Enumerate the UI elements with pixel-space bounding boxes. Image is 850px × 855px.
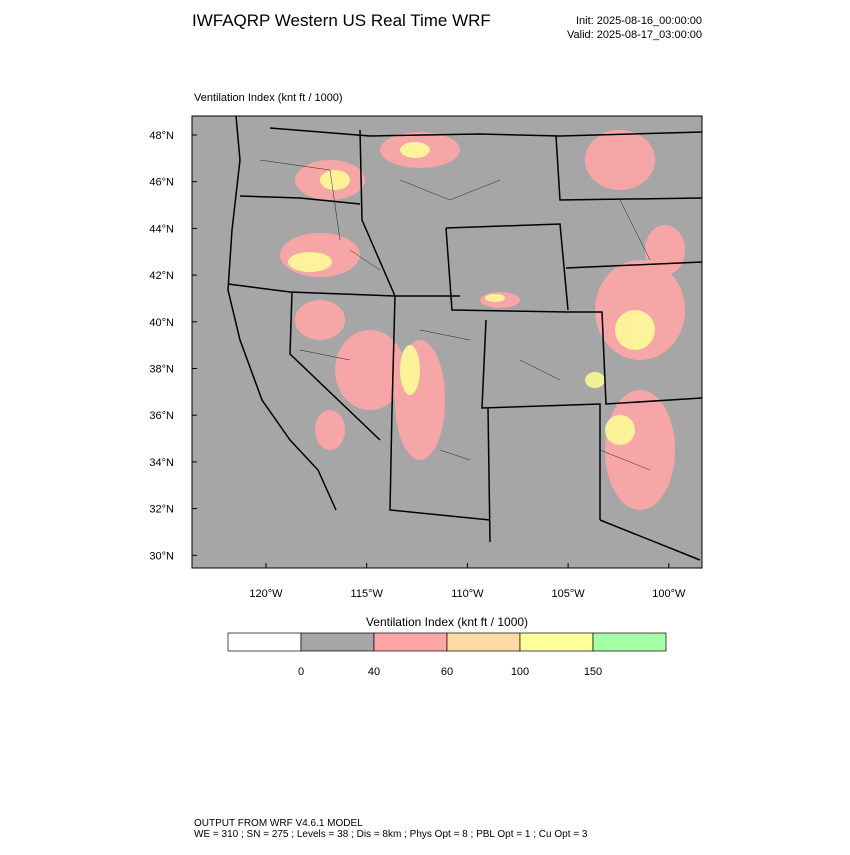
lon-labels: 120°W 115°W 110°W 105°W 100°W <box>249 563 686 600</box>
lat-label: 34°N <box>149 457 174 469</box>
colorbar-label: 150 <box>584 666 602 678</box>
colorbar-label: 100 <box>511 666 529 678</box>
field-label: Ventilation Index (knt ft / 1000) <box>194 92 343 104</box>
lat-label: 46°N <box>149 177 174 189</box>
valid-time: Valid: 2025-08-17_03:00:00 <box>567 29 702 41</box>
lon-label: 100°W <box>652 588 686 600</box>
lon-label: 120°W <box>249 588 283 600</box>
map: 48°N 46°N 44°N 42°N 40°N 38°N 36°N 34°N 32°N 30°N… <box>149 115 703 600</box>
lat-label: 40°N <box>149 317 174 329</box>
footer-line: WE = 310 ; SN = 275 ; Levels = 38 ; Dis … <box>194 829 588 840</box>
lat-label: 30°N <box>149 550 174 562</box>
map-frame <box>191 115 703 569</box>
colorbar-title: Ventilation Index (knt ft / 1000) <box>366 615 528 629</box>
colorbar-box <box>300 632 375 652</box>
lat-label: 36°N <box>149 410 174 422</box>
colorbar-label: 0 <box>298 666 304 678</box>
colorbar-box <box>227 632 302 652</box>
title: IWFAQRP Western US Real Time WRF <box>192 11 491 30</box>
footer-line: OUTPUT FROM WRF V4.6.1 MODEL <box>194 818 363 829</box>
colorbar: 0 40 60 100 150 <box>227 632 667 678</box>
lat-label: 48°N <box>149 130 174 142</box>
colorbar-box <box>373 632 448 652</box>
lat-label: 44°N <box>149 223 174 235</box>
lat-labels: 48°N 46°N 44°N 42°N 40°N 38°N 36°N 34°N 32°N 30°N <box>149 130 197 562</box>
lon-label: 105°W <box>552 588 586 600</box>
colorbar-box <box>592 632 667 652</box>
colorbar-box <box>519 632 594 652</box>
colorbar-box <box>446 632 521 652</box>
lon-label: 115°W <box>351 588 384 600</box>
lon-label: 110°W <box>451 588 484 600</box>
colorbar-label: 60 <box>441 666 453 678</box>
colorbar-label: 40 <box>368 666 380 678</box>
boundaries <box>227 116 702 561</box>
lat-label: 42°N <box>149 270 174 282</box>
field-patches <box>280 130 685 510</box>
lat-label: 38°N <box>149 364 174 376</box>
lat-label: 32°N <box>149 504 174 516</box>
init-time: Init: 2025-08-16_00:00:00 <box>576 15 702 27</box>
